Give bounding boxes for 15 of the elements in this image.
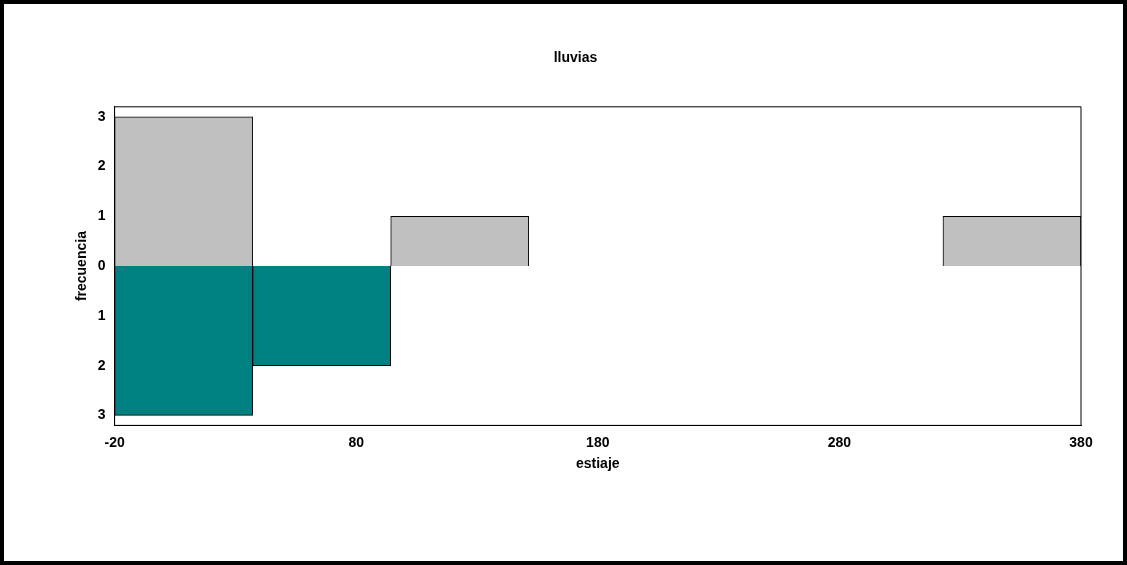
y-tick-label: 2 [97, 157, 106, 174]
y-axis-title: frecuencia [73, 230, 90, 302]
x-tick-label: 180 [586, 433, 610, 450]
x-tick-label: -20 [104, 433, 125, 450]
y-tick-label: 3 [97, 406, 106, 423]
y-tick-label: 2 [97, 356, 106, 373]
y-tick-label: 1 [97, 306, 106, 323]
x-tick-label: 380 [1069, 433, 1093, 450]
x-tick-label: 280 [827, 433, 852, 450]
x-axis-title: estiaje [576, 455, 620, 472]
y-tick-label: 1 [97, 207, 106, 224]
x-tick-label: 80 [348, 433, 365, 450]
chart-title: lluvias [553, 49, 598, 66]
y-tick-label: 3 [97, 107, 106, 124]
y-tick-label: 0 [97, 256, 106, 273]
